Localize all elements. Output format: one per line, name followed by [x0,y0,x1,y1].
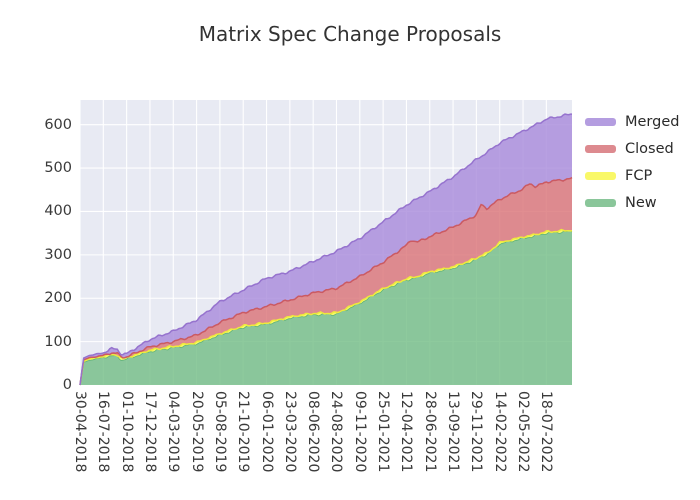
y-tick-label: 100 [44,333,72,350]
x-tick-label: 18-07-2022 [538,391,555,473]
x-tick-label: 30-04-2018 [72,391,88,473]
area-closed [80,177,572,385]
legend-item-merged: Merged [585,108,679,135]
edge-merged [79,113,572,386]
x-tick-label: 29-11-2021 [468,391,485,473]
legend-label: Closed [625,140,674,157]
x-tick-label: 28-06-2021 [421,391,438,473]
y-tick-label: 500 [44,160,72,177]
x-tick-label: 21-10-2019 [235,391,252,473]
x-tick-label: 12-04-2021 [398,391,415,473]
legend-item-closed: Closed [585,135,679,162]
y-tick-label: 300 [44,246,72,263]
legend-swatch-closed [585,144,616,153]
y-tick-label: 600 [44,116,72,133]
edge-closed [79,176,573,386]
legend-swatch-new [585,198,616,207]
x-tick-label: 06-01-2020 [258,391,275,473]
x-tick-label: 20-05-2019 [188,391,205,473]
legend-label: New [625,194,657,211]
x-tick-label: 04-03-2019 [165,391,182,473]
legend-label: FCP [625,167,653,184]
legend-swatch-merged [585,117,616,126]
legend: Merged Closed FCP New [585,108,679,216]
x-tick-label: 17-12-2018 [141,391,158,473]
x-tick-label: 13-09-2021 [445,391,462,473]
y-tick-label: 0 [62,377,72,393]
x-tick-label: 24-08-2020 [328,391,345,473]
legend-swatch-fcp [585,171,616,180]
x-tick-label: 08-06-2020 [305,391,322,473]
y-tick-label: 200 [44,290,72,307]
page-title: Matrix Spec Change Proposals [198,22,502,46]
y-tick-label: 400 [44,203,72,220]
edge-fcp [79,228,572,386]
legend-label: Merged [625,113,680,130]
legend-item-new: New [585,189,679,216]
x-tick-label: 01-10-2018 [118,391,135,473]
x-tick-label: 09-11-2020 [351,391,368,473]
x-tick-label: 16-07-2018 [95,391,112,473]
legend-item-fcp: FCP [585,162,679,189]
x-tick-label: 05-08-2019 [211,391,228,473]
x-tick-label: 14-02-2022 [491,391,508,473]
x-tick-label: 25-01-2021 [375,391,392,473]
x-tick-label: 23-03-2020 [281,391,298,473]
x-tick-label: 02-05-2022 [515,391,532,473]
area-merged [80,114,572,385]
